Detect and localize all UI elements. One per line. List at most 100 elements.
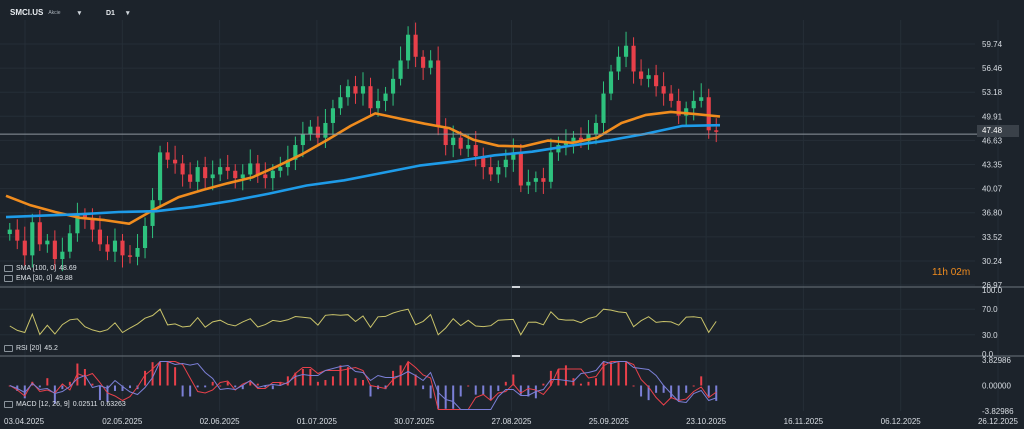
symbol-selector[interactable]: SMCI.US Akcie ▾ bbox=[10, 8, 81, 17]
macd-axis-label: 0.00000 bbox=[982, 382, 1011, 391]
macd-histogram-bar bbox=[527, 385, 530, 397]
macd-histogram-bar bbox=[437, 385, 440, 409]
candle-body bbox=[714, 130, 719, 132]
macd-histogram-bar bbox=[159, 362, 162, 386]
macd-histogram-bar bbox=[512, 374, 515, 386]
candle-body bbox=[308, 126, 313, 135]
price-axis-label: 43.35 bbox=[982, 161, 1003, 170]
legend-sma[interactable]: SMA [100, 0] 48.69 bbox=[4, 265, 77, 272]
rsi-axis-label: 70.0 bbox=[982, 305, 998, 314]
candle-body bbox=[511, 152, 516, 160]
pane-resize-handle[interactable] bbox=[512, 286, 520, 288]
macd-histogram-bar bbox=[542, 383, 545, 386]
indicator-settings-icon[interactable] bbox=[4, 345, 13, 352]
price-axis-label: 46.63 bbox=[982, 136, 1003, 145]
legend-rsi-value: 45.2 bbox=[44, 345, 58, 352]
macd-histogram-bar bbox=[91, 383, 94, 386]
macd-histogram-bar bbox=[219, 385, 222, 387]
price-axis-label: 53.18 bbox=[982, 88, 1003, 97]
macd-histogram-bar bbox=[579, 383, 582, 386]
macd-histogram-bar bbox=[249, 381, 252, 386]
macd-histogram-bar bbox=[346, 367, 349, 386]
macd-histogram-bar bbox=[204, 385, 207, 388]
macd-line bbox=[9, 360, 717, 410]
candle-body bbox=[661, 86, 666, 94]
indicator-settings-icon[interactable] bbox=[4, 275, 13, 282]
candle-body bbox=[593, 122, 599, 135]
macd-histogram-bar bbox=[557, 369, 560, 386]
candle-body bbox=[15, 229, 20, 241]
candle-body bbox=[37, 222, 42, 245]
sma-line bbox=[5, 123, 721, 219]
price-axis-label: 49.91 bbox=[982, 112, 1003, 121]
macd-histogram-bar bbox=[632, 385, 635, 387]
macd-histogram-bar bbox=[369, 385, 372, 397]
macd-histogram-bar bbox=[625, 362, 628, 386]
indicator-settings-icon[interactable] bbox=[4, 265, 13, 272]
macd-histogram-bar bbox=[354, 378, 357, 386]
macd-histogram-bar bbox=[189, 385, 192, 397]
macd-histogram-bar bbox=[83, 369, 86, 386]
candle-body bbox=[263, 174, 268, 179]
candle-body bbox=[443, 126, 448, 146]
macd-histogram-bar bbox=[564, 365, 567, 386]
rsi-axis-label: 100.0 bbox=[982, 286, 1003, 295]
legend-rsi-label: RSI [20] bbox=[16, 345, 42, 352]
date-axis-label: 23.10.2025 bbox=[686, 417, 727, 426]
price-axis-label: 59.74 bbox=[982, 40, 1003, 49]
candle-body bbox=[503, 159, 508, 168]
candle-body bbox=[112, 240, 118, 252]
price-axis-label: 30.24 bbox=[982, 257, 1003, 266]
macd-histogram-bar bbox=[129, 385, 132, 389]
macd-histogram-bar bbox=[301, 369, 304, 386]
candle-body bbox=[533, 178, 538, 182]
candle-body bbox=[150, 200, 155, 226]
macd-histogram-bar bbox=[519, 385, 522, 395]
macd-histogram-bar bbox=[264, 385, 267, 388]
candle-body bbox=[623, 45, 629, 57]
candle-body bbox=[608, 71, 614, 94]
macd-signal-line bbox=[9, 360, 717, 410]
macd-histogram-bar bbox=[53, 385, 56, 404]
indicator-settings-icon[interactable] bbox=[4, 401, 13, 408]
macd-histogram-bar bbox=[324, 380, 327, 386]
macd-histogram-bar bbox=[234, 385, 237, 388]
candle-body bbox=[233, 170, 238, 179]
macd-histogram-bar bbox=[549, 370, 552, 386]
legend-ema[interactable]: EMA [30, 0] 49.88 bbox=[4, 275, 73, 282]
macd-histogram-bar bbox=[497, 385, 500, 391]
candle-body bbox=[706, 97, 711, 131]
macd-histogram-bar bbox=[362, 380, 364, 386]
macd-histogram-bar bbox=[181, 385, 184, 397]
legend-rsi[interactable]: RSI [20] 45.2 bbox=[4, 345, 58, 352]
timeframe-label: D1 bbox=[106, 9, 115, 17]
date-axis-label: 30.07.2025 bbox=[394, 417, 435, 426]
macd-histogram-bar bbox=[489, 385, 492, 401]
pane-resize-handle[interactable] bbox=[512, 355, 520, 357]
macd-histogram-bar bbox=[316, 381, 319, 386]
macd-histogram-bar bbox=[459, 385, 462, 397]
candle-body bbox=[97, 229, 103, 245]
candle-body bbox=[375, 100, 381, 109]
symbol-label: SMCI.US bbox=[10, 8, 44, 17]
candle-body bbox=[548, 152, 553, 182]
candle-body bbox=[646, 75, 651, 79]
macd-histogram-bar bbox=[504, 381, 507, 386]
legend-macd[interactable]: MACD [12, 26, 9] 0.02511 0.63263 bbox=[4, 401, 126, 408]
candle-body bbox=[360, 86, 366, 94]
date-axis-label: 26.12.2025 bbox=[978, 417, 1019, 426]
macd-histogram-bar bbox=[121, 385, 124, 391]
macd-axis-label: -3.82986 bbox=[982, 407, 1014, 416]
candle-body bbox=[270, 170, 275, 179]
date-axis-label: 02.06.2025 bbox=[200, 417, 241, 426]
candle-body bbox=[278, 167, 283, 171]
candle-body bbox=[300, 134, 305, 146]
timeframe-selector[interactable]: D1 ▾ bbox=[106, 9, 129, 18]
candle-body bbox=[691, 100, 696, 109]
rsi-axis-label: 0.0 bbox=[982, 350, 994, 359]
macd-histogram-bar bbox=[309, 369, 312, 386]
legend-ema-value: 49.88 bbox=[55, 275, 73, 282]
candle-body bbox=[654, 75, 659, 87]
price-axis-label: 36.80 bbox=[982, 209, 1003, 218]
